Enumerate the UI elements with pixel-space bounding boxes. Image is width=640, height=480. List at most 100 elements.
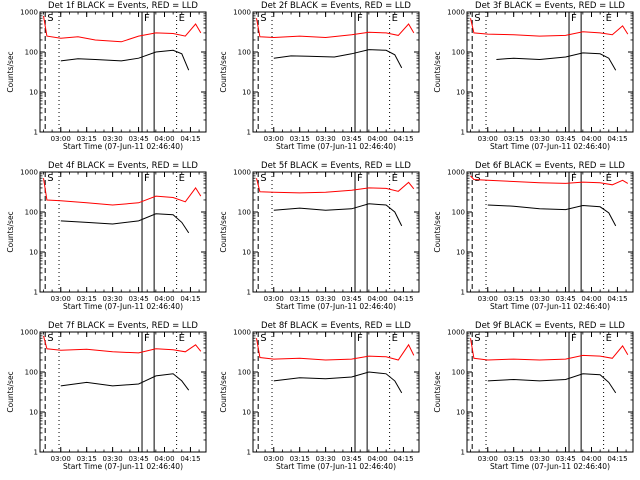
x-axis-label: Start Time (07-Jun-11 02:46:40) — [490, 462, 610, 471]
x-axis-label: Start Time (07-Jun-11 02:46:40) — [490, 142, 610, 151]
x-tick-label: 04:00 — [581, 135, 601, 143]
x-tick-label: 03:15 — [77, 295, 97, 303]
x-tick-label: 03:15 — [504, 295, 524, 303]
x-axis-label: Start Time (07-Jun-11 02:46:40) — [276, 142, 396, 151]
x-tick-label: 03:45 — [555, 455, 575, 463]
plot-frame — [39, 331, 207, 453]
marker-label: E — [392, 333, 398, 344]
series-events-line — [487, 373, 617, 394]
x-tick-label: 03:30 — [316, 455, 336, 463]
marker-label: E — [179, 333, 185, 344]
x-tick-label: 04:15 — [607, 295, 627, 303]
x-tick-label: 04:15 — [393, 455, 413, 463]
y-tick-label: 1000 — [447, 329, 465, 337]
marker-label: E — [606, 333, 612, 344]
x-tick-label: 03:15 — [77, 135, 97, 143]
y-tick-label: 1 — [247, 129, 251, 137]
x-tick-label: 04:00 — [154, 135, 174, 143]
y-axis-label: Counts/sec — [6, 211, 15, 252]
series-events-line — [60, 49, 190, 71]
y-axis-label: Counts/sec — [6, 371, 15, 412]
y-axis-label: Counts/sec — [433, 211, 442, 252]
chart-title: Det 9f BLACK = Events, RED = LLD — [475, 321, 625, 331]
y-tick-label: 1 — [34, 289, 38, 297]
marker-label: S — [474, 173, 480, 184]
y-tick-label: 1000 — [20, 169, 38, 177]
x-tick-label: 03:00 — [51, 135, 71, 143]
x-tick-label: 04:00 — [367, 295, 387, 303]
marker-label: F — [357, 333, 363, 344]
series-events-line — [273, 49, 403, 69]
marker-label: S — [474, 13, 480, 24]
marker-label: F — [571, 13, 577, 24]
series-events-line — [60, 213, 190, 234]
chart-panel-9: Det 9f BLACK = Events, RED = LLD 1 10 100 10… — [433, 321, 634, 471]
marker-label: F — [571, 333, 577, 344]
y-tick-label: 10 — [242, 249, 251, 257]
y-axis-label: Counts/sec — [433, 51, 442, 92]
chart-panel-4: Det 4f BLACK = Events, RED = LLD 1 10 100 10… — [6, 161, 207, 311]
x-axis-label: Start Time (07-Jun-11 02:46:40) — [63, 302, 183, 311]
marker-label: S — [47, 333, 53, 344]
x-axis-label: Start Time (07-Jun-11 02:46:40) — [276, 302, 396, 311]
x-tick-label: 03:45 — [555, 295, 575, 303]
chart-panel-8: Det 8f BLACK = Events, RED = LLD 1 10 100 10… — [219, 321, 420, 471]
marker-label: F — [144, 173, 150, 184]
marker-label: F — [571, 173, 577, 184]
series-lld-line — [43, 335, 202, 354]
marker-label: E — [392, 13, 398, 24]
y-tick-label: 1 — [461, 129, 465, 137]
y-tick-label: 10 — [242, 409, 251, 417]
y-tick-label: 1000 — [233, 169, 251, 177]
y-tick-label: 1 — [247, 449, 251, 457]
marker-label: E — [606, 13, 612, 24]
plot-frame — [252, 11, 420, 133]
y-tick-label: 10 — [29, 249, 38, 257]
x-axis-label: Start Time (07-Jun-11 02:46:40) — [63, 142, 183, 151]
x-tick-label: 03:15 — [290, 455, 310, 463]
series-lld-line — [470, 175, 629, 186]
y-tick-label: 10 — [242, 89, 251, 97]
series-lld-line — [470, 338, 629, 361]
y-tick-label: 100 — [452, 369, 465, 377]
chart-title: Det 4f BLACK = Events, RED = LLD — [48, 161, 198, 171]
y-tick-label: 1 — [461, 449, 465, 457]
chart-title: Det 2f BLACK = Events, RED = LLD — [261, 1, 411, 11]
plot-frame — [39, 11, 207, 133]
marker-label: S — [260, 13, 266, 24]
chart-panel-5: Det 5f BLACK = Events, RED = LLD 1 10 100 10… — [219, 161, 420, 311]
x-tick-label: 04:00 — [154, 295, 174, 303]
x-tick-label: 04:00 — [154, 455, 174, 463]
series-events-line — [496, 52, 617, 71]
y-tick-label: 100 — [452, 49, 465, 57]
marker-label: S — [474, 333, 480, 344]
x-tick-label: 03:30 — [530, 295, 550, 303]
x-tick-label: 03:15 — [290, 295, 310, 303]
x-tick-label: 03:45 — [128, 135, 148, 143]
chart-title: Det 3f BLACK = Events, RED = LLD — [475, 1, 625, 11]
x-tick-label: 03:15 — [504, 455, 524, 463]
x-tick-label: 04:15 — [180, 455, 200, 463]
x-tick-label: 03:00 — [264, 135, 284, 143]
y-tick-label: 100 — [238, 49, 251, 57]
y-tick-label: 10 — [29, 89, 38, 97]
plot-frame — [466, 171, 634, 293]
x-tick-label: 03:30 — [316, 295, 336, 303]
x-tick-label: 03:00 — [478, 455, 498, 463]
x-tick-label: 04:00 — [367, 135, 387, 143]
x-axis-label: Start Time (07-Jun-11 02:46:40) — [276, 462, 396, 471]
x-tick-label: 03:30 — [103, 295, 123, 303]
y-axis-label: Counts/sec — [433, 371, 442, 412]
series-events-line — [273, 203, 403, 227]
y-tick-label: 10 — [29, 409, 38, 417]
x-tick-label: 03:15 — [504, 135, 524, 143]
chart-panel-7: Det 7f BLACK = Events, RED = LLD 1 10 100 10… — [6, 321, 207, 471]
x-tick-label: 03:00 — [264, 295, 284, 303]
x-tick-label: 03:45 — [341, 295, 361, 303]
series-lld-line — [43, 178, 202, 206]
x-tick-label: 03:45 — [128, 295, 148, 303]
series-lld-line — [256, 338, 415, 361]
chart-title: Det 5f BLACK = Events, RED = LLD — [261, 161, 411, 171]
series-lld-line — [43, 15, 202, 43]
